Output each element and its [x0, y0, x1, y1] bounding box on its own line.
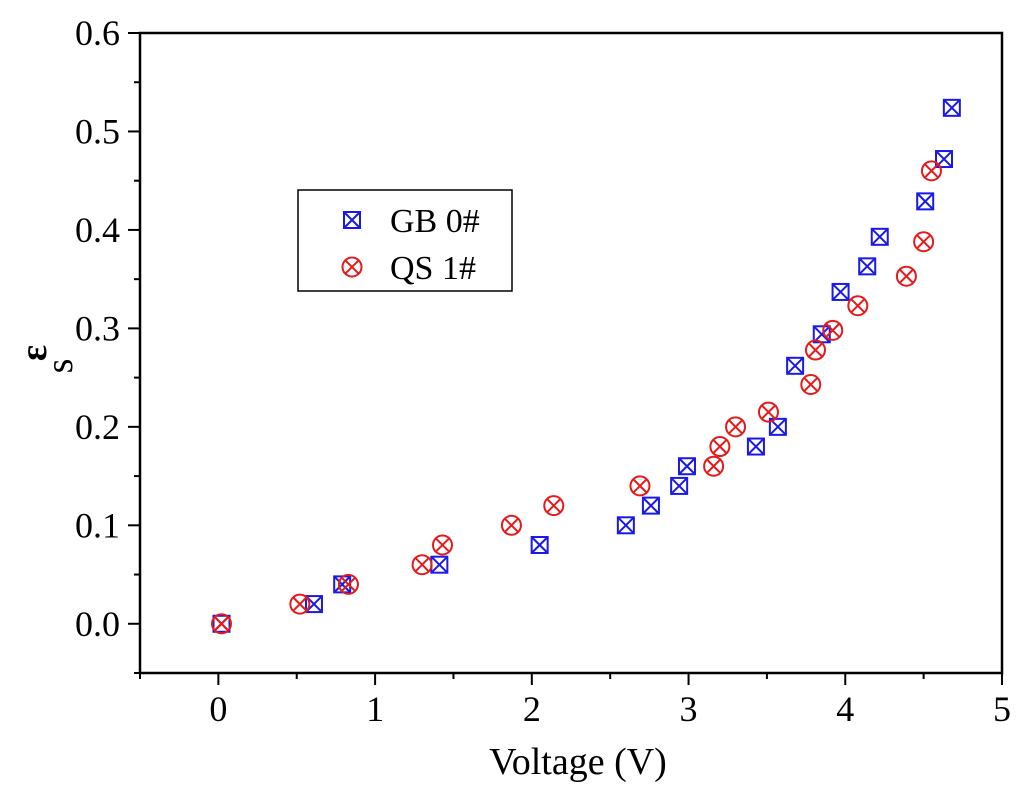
legend-marker-symbol [343, 211, 361, 229]
data-point [870, 227, 889, 246]
y-tick-label: 0.1 [75, 505, 120, 545]
data-point [210, 613, 232, 635]
x-axis-title: Voltage (V) [489, 741, 667, 783]
data-point [703, 455, 725, 477]
data-point [629, 475, 651, 497]
data-point [942, 98, 961, 117]
y-tick-label: 0.2 [75, 407, 120, 447]
data-point [411, 554, 433, 576]
data-point [289, 593, 311, 615]
y-tick-label: 0.0 [75, 604, 120, 644]
data-point [913, 231, 935, 253]
data-point [530, 536, 549, 554]
data-point [757, 401, 779, 423]
x-tick-label: 0 [209, 689, 227, 729]
series-1 [210, 160, 942, 635]
y-axis-title-symbol: ε [13, 345, 55, 361]
data-point [746, 437, 765, 456]
data-point [920, 160, 942, 182]
data-point [725, 416, 747, 438]
legend: GB 0# QS 1# [297, 189, 513, 292]
data-point [641, 496, 660, 515]
x-axis-ticks: 0 1 2 3 4 5 [139, 673, 1011, 729]
series-0 [212, 98, 961, 633]
y-axis-title-subscript: s [39, 359, 81, 374]
data-point [804, 339, 826, 361]
data-point [670, 476, 689, 495]
legend-box [297, 189, 513, 292]
plot-frame [138, 31, 1004, 675]
data-point [709, 436, 731, 458]
data-point [800, 374, 822, 396]
x-tick-label: 5 [993, 689, 1011, 729]
y-axis-title: ε s [13, 345, 81, 374]
data-point [786, 356, 805, 375]
x-tick-label: 4 [836, 689, 854, 729]
data-point [858, 257, 877, 276]
data-point [847, 295, 869, 317]
legend-marker-gb-0 [343, 211, 361, 229]
data-point [430, 555, 449, 574]
y-tick-label: 0.5 [75, 111, 120, 151]
legend-label-qs-1: QS 1# [390, 250, 476, 287]
y-tick-label: 0.3 [75, 308, 120, 348]
data-point [337, 573, 359, 595]
data-point [431, 534, 453, 556]
data-point [831, 282, 850, 301]
legend-marker-qs-1 [341, 256, 363, 278]
data-point [895, 265, 917, 287]
x-tick-label: 1 [366, 689, 384, 729]
legend-marker-symbol [341, 256, 363, 278]
y-tick-label: 0.6 [75, 13, 120, 53]
data-point [500, 514, 522, 536]
x-tick-label: 3 [680, 689, 698, 729]
y-axis-ticks: 0.0 0.1 0.2 0.3 0.4 0.5 0.6 [75, 13, 140, 674]
y-tick-label: 0.4 [75, 210, 120, 250]
data-point [822, 319, 844, 341]
data-point [677, 457, 696, 476]
data-point [543, 495, 565, 517]
data-series [210, 98, 961, 635]
data-point [616, 516, 635, 535]
data-point [916, 192, 935, 211]
legend-label-gb-0: GB 0# [390, 203, 480, 240]
x-tick-label: 2 [523, 689, 541, 729]
